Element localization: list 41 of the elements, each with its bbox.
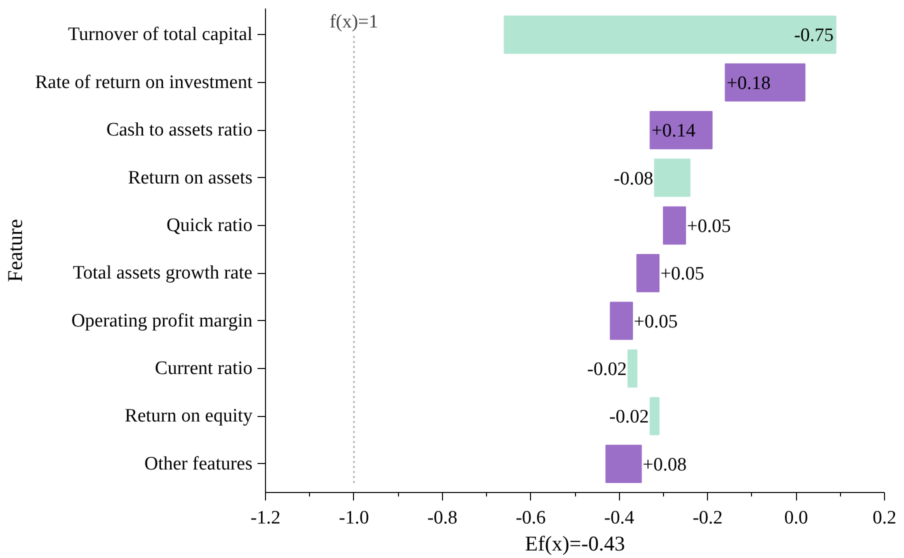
bar [650,397,660,436]
data-label: +0.08 [642,454,687,476]
bar [724,63,806,102]
y-tick-label: Operating profit margin [71,310,253,332]
data-label: -0.02 [587,359,627,380]
y-tick-label: Other features [144,453,253,474]
y-tick-label: Return on assets [128,167,253,188]
data-label: -0.08 [614,168,654,190]
data-label: -0.75 [794,25,834,46]
bar [504,16,836,54]
x-tick-label: -0.6 [516,508,546,528]
data-label: +0.05 [686,216,731,237]
bar [605,444,642,483]
x-tick-label: 0.2 [872,508,896,528]
y-tick-label: Current ratio [154,358,252,380]
bar [610,302,633,340]
x-tick-label: 0.0 [784,508,808,528]
x-tick-label: -0.2 [692,508,723,528]
data-label: +0.05 [660,264,704,285]
bar [636,254,660,292]
x-tick-label: -0.4 [604,508,635,528]
x-tick-label: -1.2 [250,508,281,528]
y-tick-label: Total assets growth rate [72,262,253,284]
x-tick-label: -0.8 [427,508,458,528]
x-tick-label: -1.0 [338,508,369,528]
bar [654,158,690,197]
y-tick-label: Cash to assets ratio [106,120,253,141]
bar [628,349,638,388]
annotation: f(x)=1 [330,11,378,32]
data-label: +0.05 [634,311,678,332]
data-label: -0.02 [609,406,649,428]
y-tick-label: Rate of return on investment [35,72,254,93]
y-tick-label: Turnover of total capital [68,24,253,46]
data-label: +0.14 [651,120,696,142]
y-axis-title: Feature [3,219,28,282]
bar [650,111,713,150]
data-label: +0.18 [726,72,771,94]
y-tick-label: Quick ratio [166,214,253,236]
x-axis-title: Ef(x)=-0.43 [525,532,625,556]
bar [662,206,686,245]
y-tick-label: Return on equity [124,406,253,427]
